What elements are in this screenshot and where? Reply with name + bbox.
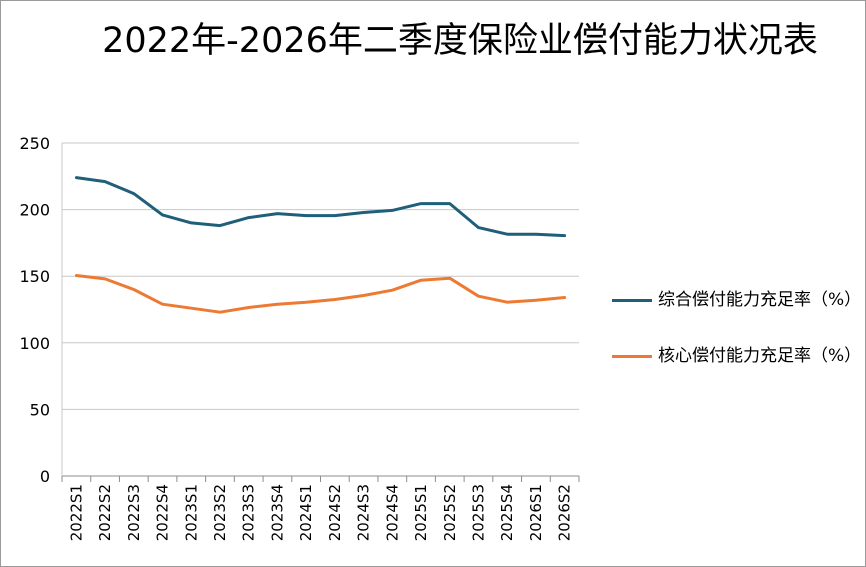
legend-swatch-core xyxy=(612,355,652,358)
x-tick-label: 2025S4 xyxy=(498,484,516,541)
y-tick-label: 250 xyxy=(19,134,50,153)
x-tick-label: 2025S3 xyxy=(469,484,487,541)
legend-item-core: 核心偿付能力充足率（%） xyxy=(612,344,862,400)
x-tick-label: 2026S2 xyxy=(556,484,574,541)
gridlines xyxy=(62,142,579,410)
series-line-1 xyxy=(74,274,567,314)
chart-title: 2022年-2026年二季度保险业偿付能力状况表 xyxy=(102,21,818,61)
x-axis-ticks: 2022S1 2022S2 2022S3 2022S4 2023S1 2023S2 2023… xyxy=(67,484,573,541)
x-tick-label: 2022S4 xyxy=(154,484,172,541)
series-line-0 xyxy=(74,176,567,238)
legend-swatch-composite xyxy=(612,299,652,302)
x-tick-label: 2024S1 xyxy=(297,484,315,541)
x-tick-label: 2024S2 xyxy=(326,484,344,541)
y-tick-label: 100 xyxy=(19,334,50,353)
x-tick-label: 2025S2 xyxy=(441,484,459,541)
x-tick-label: 2023S2 xyxy=(211,484,229,541)
x-tick-label: 2022S1 xyxy=(67,484,85,541)
legend: 综合偿付能力充足率（%） 核心偿付能力充足率（%） xyxy=(612,288,862,400)
axes xyxy=(61,143,580,482)
x-tick-label: 2023S4 xyxy=(268,484,286,541)
y-tick-label: 0 xyxy=(40,467,50,486)
x-tick-label: 2023S1 xyxy=(182,484,200,541)
series-lines xyxy=(74,176,567,314)
x-tick-label: 2022S3 xyxy=(125,484,143,541)
x-tick-label: 2024S4 xyxy=(383,484,401,541)
y-tick-label: 50 xyxy=(30,400,50,419)
x-tick-label: 2025S1 xyxy=(412,484,430,541)
legend-label-composite: 综合偿付能力充足率（%） xyxy=(658,290,862,310)
x-tick-label: 2023S3 xyxy=(240,484,258,541)
legend-item-composite: 综合偿付能力充足率（%） xyxy=(612,288,862,344)
y-axis-ticks: 0 50 100 150 200 250 xyxy=(19,134,50,486)
x-tick-label: 2024S3 xyxy=(355,484,373,541)
x-tick-label: 2026S1 xyxy=(527,484,545,541)
x-tick-label: 2022S2 xyxy=(96,484,114,541)
y-tick-label: 200 xyxy=(19,201,50,220)
legend-label-core: 核心偿付能力充足率（%） xyxy=(658,346,862,366)
y-tick-label: 150 xyxy=(19,267,50,286)
